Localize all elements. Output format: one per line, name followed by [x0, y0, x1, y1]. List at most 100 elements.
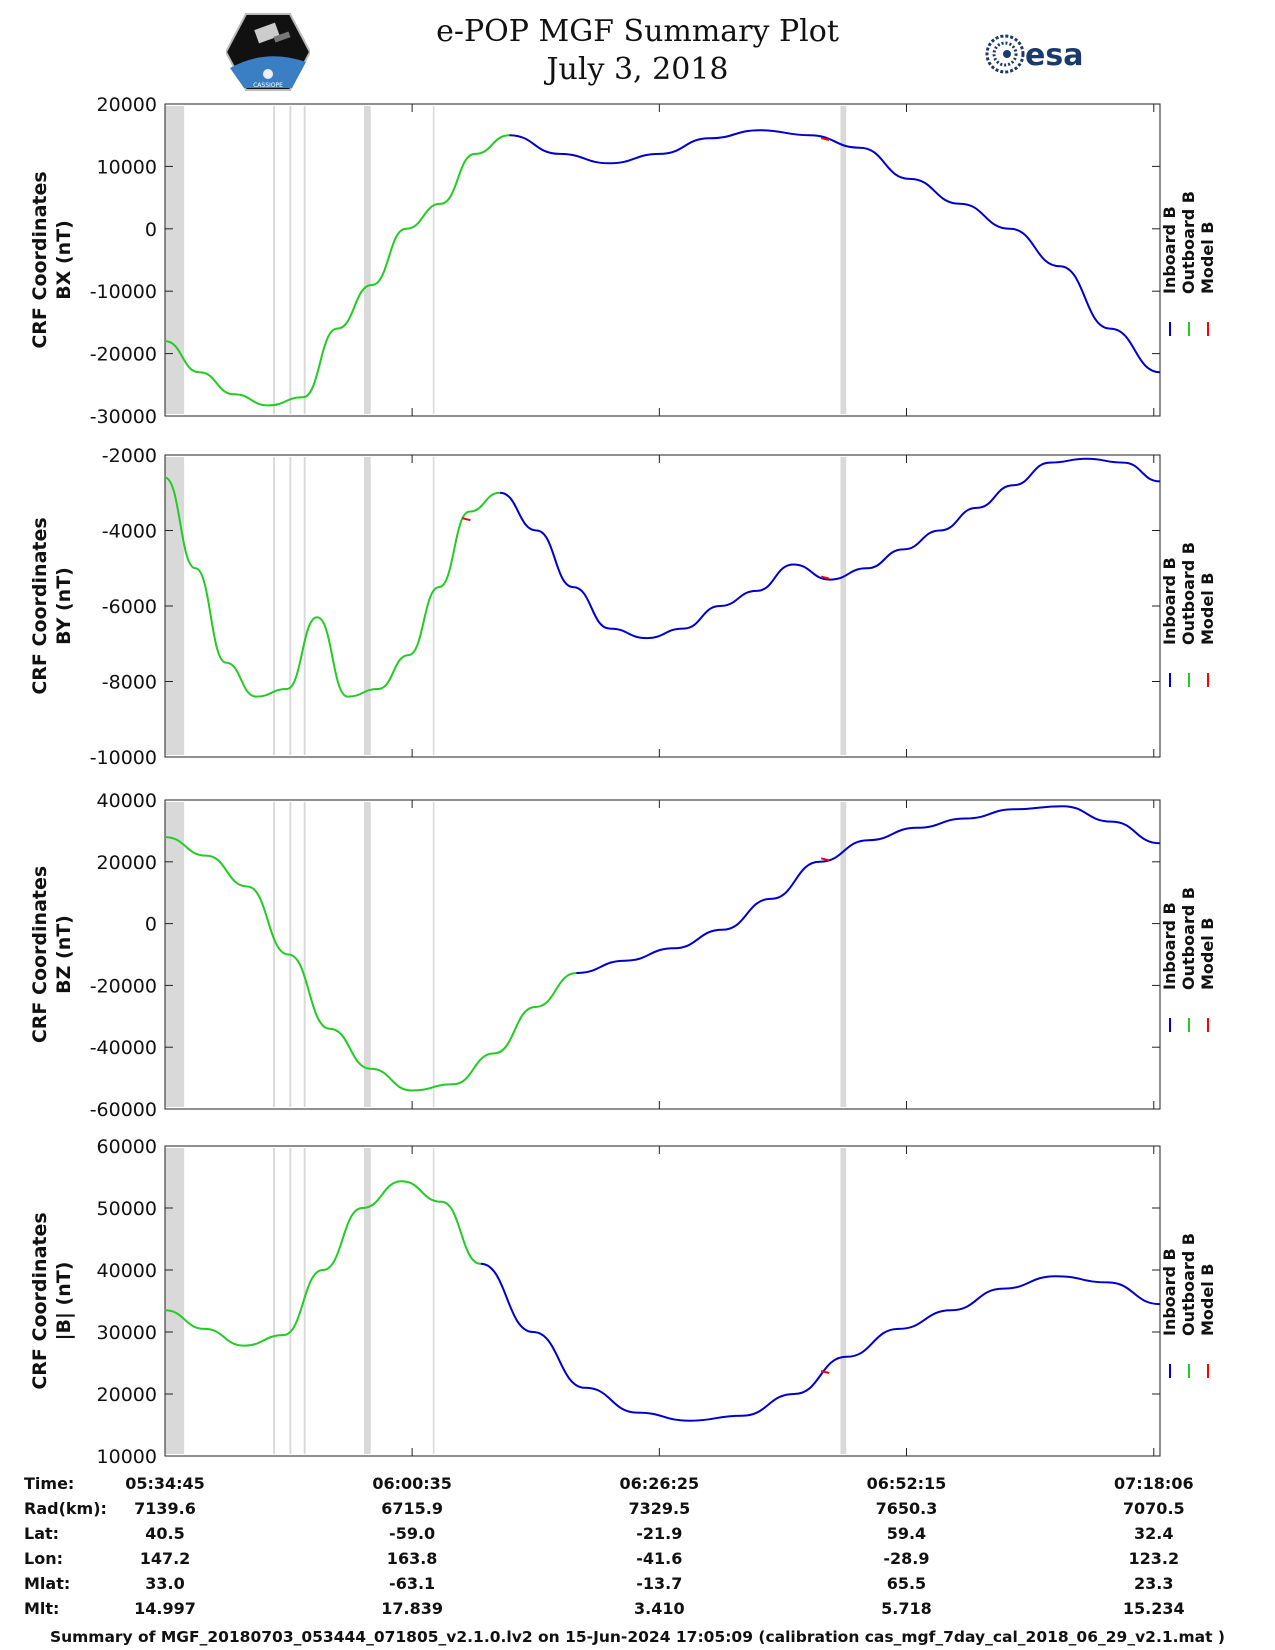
inboard-b-line	[480, 1262, 1161, 1422]
axes-frame	[164, 454, 1161, 758]
ephemeris-value: 6715.9	[381, 1499, 443, 1518]
ephemeris-row: Mlt: 14.997 17.839 3.410 5.718 15.234	[0, 1599, 1275, 1623]
legend-label: Outboard B	[1179, 887, 1198, 990]
plot-title: e-POP MGF Summary Plot	[436, 14, 839, 49]
y-tick-label: -20000	[90, 344, 157, 366]
satellite-mission-logo: CASSIOPE	[226, 13, 310, 91]
y-tick-label: -60000	[90, 1099, 157, 1121]
y-tick-label: 40000	[97, 1260, 157, 1282]
legend-label: Inboard B	[1160, 902, 1179, 990]
y-tick-label: 20000	[97, 94, 157, 116]
ephemeris-value: 123.2	[1128, 1549, 1180, 1568]
ephemeris-value: 5.718	[881, 1599, 932, 1618]
y-axis-label: CRF Coordinates |B| (nT)	[29, 1212, 75, 1389]
data-gap-shade	[303, 457, 306, 755]
data-gap-shade	[289, 457, 292, 755]
data-gap-shade	[165, 802, 185, 1107]
data-gap-shade	[303, 106, 306, 414]
legend-label: Model B	[1198, 573, 1217, 645]
inboard-b-line	[509, 129, 1161, 374]
footer-caption: Summary of MGF_20180703_053444_071805_v2…	[49, 1628, 1226, 1646]
y-tick-label: -40000	[90, 1037, 157, 1059]
y-tick-label: 50000	[97, 1198, 157, 1220]
ephemeris-value: 65.5	[886, 1574, 927, 1593]
y-tick-label: 30000	[97, 1322, 157, 1344]
ephemeris-value: 15.234	[1122, 1599, 1185, 1618]
ephemeris-row: Lat: 40.5 -59.0 -21.9 59.4 32.4	[0, 1524, 1275, 1548]
data-gap-shade	[273, 802, 276, 1107]
data-gap-shade	[165, 457, 185, 755]
ephemeris-value: 06:26:25	[619, 1474, 700, 1493]
ephemeris-row: Lon: 147.2 163.8 -41.6 -28.9 123.2	[0, 1549, 1275, 1573]
data-gap-shade	[273, 106, 276, 414]
data-gap-shade	[840, 457, 847, 755]
mission-logo-caption: CASSIOPE	[253, 82, 283, 89]
y-tick-label: 40000	[97, 790, 157, 812]
y-tick-label: -20000	[90, 975, 157, 997]
data-gap-shade	[432, 106, 435, 414]
data-gap-shade	[840, 106, 847, 414]
data-gap-shade	[364, 457, 371, 755]
y-tick-label: 60000	[97, 1136, 157, 1158]
outboard-b-line	[164, 476, 501, 698]
outboard-b-line	[164, 134, 510, 407]
plot-date: July 3, 2018	[546, 52, 729, 87]
axes-frame	[164, 1145, 1161, 1457]
legend-label: Model B	[1198, 918, 1217, 990]
data-gap-shade	[289, 1148, 292, 1454]
y-tick-label: -10000	[90, 747, 157, 769]
ephemeris-label: Lat:	[24, 1524, 60, 1543]
data-gap-shade	[840, 1148, 847, 1454]
data-gap-shade	[364, 802, 371, 1107]
ephemeris-value: 40.5	[145, 1524, 185, 1543]
data-gap-shade	[273, 457, 276, 755]
ephemeris-value: 59.4	[886, 1524, 927, 1543]
y-tick-label: -8000	[102, 672, 157, 694]
legend-label: Outboard B	[1179, 542, 1198, 645]
legend-label: Outboard B	[1179, 191, 1198, 294]
axes-frame	[164, 799, 1161, 1110]
panel-4: 10000 20000 30000 40000 50000 60000 CRF Coordi…	[29, 1136, 1217, 1468]
data-gap-shade	[840, 802, 847, 1107]
data-gap-shade	[364, 1148, 371, 1454]
y-tick-label: -4000	[102, 521, 157, 543]
legend-label: Outboard B	[1179, 1233, 1198, 1336]
ephemeris-label: Lon:	[24, 1549, 63, 1568]
ephemeris-value: -28.9	[883, 1549, 930, 1568]
legend-label: Inboard B	[1160, 557, 1179, 645]
data-gap-shade	[165, 1148, 185, 1454]
y-tick-label: 0	[145, 219, 157, 241]
ephemeris-row: Time: 05:34:45 06:00:35 06:26:25 06:52:15 07:…	[0, 1474, 1275, 1498]
y-tick-label: -10000	[90, 281, 157, 303]
model-b-mark	[820, 137, 830, 142]
ephemeris-label: Rad(km):	[24, 1499, 107, 1518]
ephemeris-value: -63.1	[389, 1574, 436, 1593]
ephemeris-value: 32.4	[1134, 1524, 1174, 1543]
ephemeris-value: 05:34:45	[125, 1474, 205, 1493]
ephemeris-value: 06:00:35	[372, 1474, 452, 1493]
y-tick-label: 0	[145, 914, 157, 936]
ephemeris-value: 3.410	[634, 1599, 685, 1618]
data-gap-shade	[432, 457, 435, 755]
data-gap-shade	[165, 106, 185, 414]
data-gap-shade	[289, 106, 292, 414]
ephemeris-label: Mlt:	[24, 1599, 60, 1618]
ephemeris-label: Mlat:	[24, 1574, 71, 1593]
data-gap-shade	[364, 106, 371, 414]
ephemeris-value: 14.997	[134, 1599, 196, 1618]
ephemeris-value: -41.6	[636, 1549, 683, 1568]
ephemeris-row: Mlat: 33.0 -63.1 -13.7 65.5 23.3	[0, 1574, 1275, 1598]
axes-frame	[164, 103, 1161, 417]
y-tick-label: 20000	[97, 852, 157, 874]
ephemeris-value: 23.3	[1134, 1574, 1174, 1593]
esa-logo: esa	[983, 32, 1093, 81]
ephemeris-value: 7139.6	[134, 1499, 196, 1518]
panel-1: -30000 -20000 -10000 0 10000 20000 CRF Coordin…	[29, 94, 1217, 428]
inboard-b-line	[499, 457, 1161, 640]
ephemeris-value: 163.8	[386, 1549, 438, 1568]
outboard-b-line	[164, 836, 577, 1092]
model-b-mark	[820, 1370, 830, 1374]
y-tick-label: 20000	[97, 1384, 157, 1406]
ephemeris-value: 07:18:06	[1113, 1474, 1194, 1493]
